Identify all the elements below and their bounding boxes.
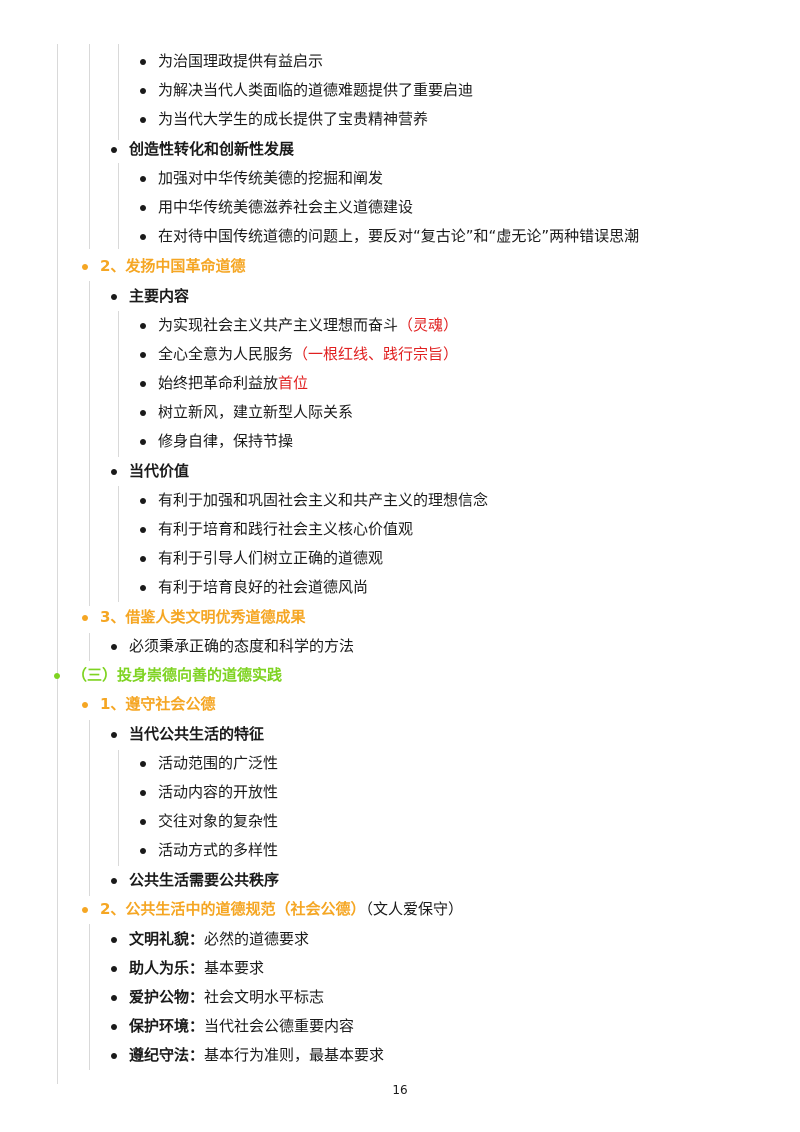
section-heading-text: 2、发扬中国革命道德 (100, 257, 246, 275)
bullet-icon (140, 205, 146, 211)
list-item-text: 为当代大学生的成长提供了宝贵精神营养 (158, 110, 429, 128)
term-definition: 基本行为准则，最基本要求 (204, 1046, 385, 1064)
bullet-icon (140, 527, 146, 533)
term-label: 遵纪守法： (129, 1046, 205, 1064)
list-item-text: 用中华传统美德滋养社会主义道德建设 (158, 198, 414, 216)
list-heading-text: 主要内容 (129, 287, 190, 305)
bullet-icon (82, 615, 88, 621)
list-item-text: 在对待中国传统道德的问题上，要反对“复古论”和“虚无论”两种错误思潮 (158, 227, 640, 245)
bullet-icon (140, 848, 146, 854)
list-item-text: 有利于培育和践行社会主义核心价值观 (158, 520, 414, 538)
bullet-icon (140, 176, 146, 182)
term-label: 文明礼貌： (129, 930, 205, 948)
bullet-icon (82, 264, 88, 270)
bullet-icon (111, 995, 117, 1001)
highlight-note: （灵魂） (398, 316, 459, 334)
term-definition: 社会文明水平标志 (204, 988, 325, 1006)
bullet-icon (140, 819, 146, 825)
list-item-text: 活动方式的多样性 (158, 841, 279, 859)
bullet-icon (140, 585, 146, 591)
indent-guide-level-2-top (89, 44, 90, 249)
bullet-icon (140, 556, 146, 562)
chapter-heading-text: （三）投身崇德向善的道德实践 (72, 666, 283, 684)
indent-guide-level-2-d (89, 720, 90, 896)
section-heading-text: 2、公共生活中的道德规范（社会公德） (100, 900, 366, 918)
indent-guide-level-1 (57, 44, 58, 1084)
bullet-icon (140, 439, 146, 445)
highlight-note: （一根红线、践行宗旨） (293, 345, 459, 363)
term-label: 保护环境： (129, 1017, 205, 1035)
term-definition: 当代社会公德重要内容 (204, 1017, 355, 1035)
bullet-icon (140, 790, 146, 796)
bullet-icon (140, 498, 146, 504)
term-definition: 基本要求 (204, 959, 265, 977)
bullet-icon (111, 147, 117, 153)
indent-guide-level-3-top (118, 44, 119, 140)
bullet-icon (140, 410, 146, 416)
list-item-text: 有利于培育良好的社会道德风尚 (158, 578, 369, 596)
list-heading-text: 当代公共生活的特征 (129, 725, 265, 743)
bullet-icon (111, 294, 117, 300)
bullet-icon (140, 117, 146, 123)
bullet-icon (111, 469, 117, 475)
list-heading-text: 创造性转化和创新性发展 (129, 140, 295, 158)
bullet-icon (111, 966, 117, 972)
section-heading-text: 1、遵守社会公德 (100, 695, 216, 713)
bullet-icon (111, 1053, 117, 1059)
list-item-text: 活动范围的广泛性 (158, 754, 279, 772)
indent-guide-level-3-d (118, 486, 119, 602)
bullet-icon (82, 702, 88, 708)
bullet-icon (140, 323, 146, 329)
page-number: 16 (392, 1083, 408, 1097)
list-item-text: 为实现社会主义共产主义理想而奋斗 (158, 316, 399, 334)
list-item-text: 有利于加强和巩固社会主义和共产主义的理想信念 (158, 491, 489, 509)
bullet-icon (54, 673, 60, 679)
bullet-icon (111, 937, 117, 943)
term-label: 助人为乐： (129, 959, 205, 977)
bullet-icon (140, 59, 146, 65)
highlight-note: 首位 (278, 374, 309, 392)
list-item-text: 必须秉承正确的态度和科学的方法 (129, 637, 355, 655)
term-label: 爱护公物： (129, 988, 205, 1006)
section-heading-text: 3、借鉴人类文明优秀道德成果 (100, 608, 306, 626)
indent-guide-level-2-e (89, 924, 90, 1070)
list-item-text: 全心全意为人民服务 (158, 345, 294, 363)
bullet-icon (140, 234, 146, 240)
list-heading-text: 公共生活需要公共秩序 (129, 871, 280, 889)
list-item-text: 加强对中华传统美德的挖掘和阐发 (158, 169, 384, 187)
indent-guide-level-3-b (118, 163, 119, 249)
bullet-icon (111, 878, 117, 884)
indent-guide-level-2-b (89, 281, 90, 606)
list-item-text: 为解决当代人类面临的道德难题提供了重要启迪 (158, 81, 474, 99)
list-item-text: 活动内容的开放性 (158, 783, 279, 801)
bullet-icon (82, 907, 88, 913)
list-item-text: 交往对象的复杂性 (158, 812, 279, 830)
indent-guide-level-3-e (118, 750, 119, 866)
mnemonic-note: （文人爱保守） (365, 900, 463, 918)
bullet-icon (140, 352, 146, 358)
list-item-text: 有利于引导人们树立正确的道德观 (158, 549, 384, 567)
indent-guide-level-3-c (118, 311, 119, 457)
list-item-text: 始终把革命利益放 (158, 374, 279, 392)
term-definition: 必然的道德要求 (204, 930, 310, 948)
bullet-icon (140, 381, 146, 387)
bullet-icon (140, 761, 146, 767)
bullet-icon (111, 644, 117, 650)
bullet-icon (140, 88, 146, 94)
indent-guide-level-2-c (89, 633, 90, 661)
list-item-text: 树立新风，建立新型人际关系 (158, 403, 354, 421)
list-heading-text: 当代价值 (129, 462, 190, 480)
bullet-icon (111, 1024, 117, 1030)
list-item-text: 为治国理政提供有益启示 (158, 52, 324, 70)
bullet-icon (111, 732, 117, 738)
list-item-text: 修身自律，保持节操 (158, 432, 294, 450)
